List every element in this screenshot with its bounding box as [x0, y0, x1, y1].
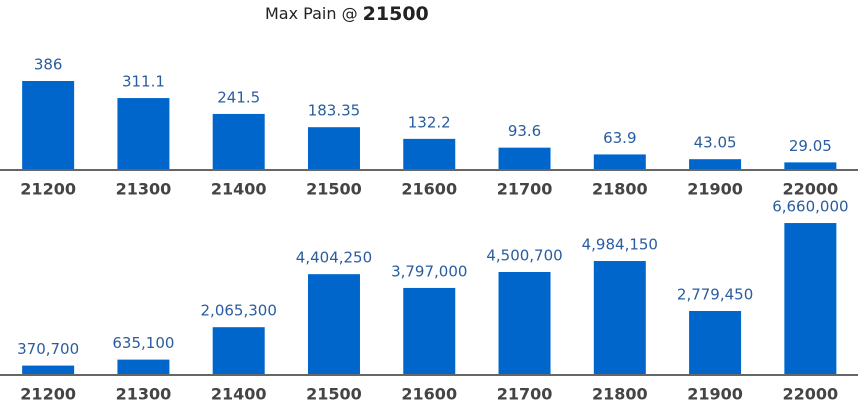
- x-tick-label: 21400: [211, 180, 267, 199]
- value-label: 6,660,000: [772, 198, 848, 216]
- value-label: 43.05: [694, 134, 737, 152]
- x-tick-label: 21800: [592, 385, 648, 404]
- value-label: 183.35: [308, 102, 361, 120]
- bar: [403, 138, 456, 169]
- x-tick-label: 21700: [497, 385, 553, 404]
- bar: [212, 113, 265, 169]
- value-label: 93.6: [508, 122, 541, 140]
- x-tick-label: 21500: [306, 385, 362, 404]
- bar: [498, 147, 551, 169]
- x-tick-label: 22000: [783, 385, 839, 404]
- bar: [307, 274, 360, 374]
- value-label: 2,779,450: [677, 285, 753, 303]
- bar: [22, 80, 75, 169]
- bar: [784, 162, 837, 169]
- bar: [593, 261, 646, 374]
- x-tick-label: 21600: [401, 385, 457, 404]
- x-tick-label: 21300: [116, 180, 172, 199]
- bar: [403, 287, 456, 374]
- value-label: 2,065,300: [201, 302, 277, 320]
- x-tick-label: 21900: [687, 385, 743, 404]
- value-label: 63.9: [603, 129, 636, 147]
- x-tick-label: 21400: [211, 385, 267, 404]
- value-label: 4,404,250: [296, 249, 372, 267]
- bar: [689, 310, 742, 374]
- value-label: 370,700: [17, 340, 79, 358]
- value-label: 4,984,150: [582, 236, 658, 254]
- bar: [307, 127, 360, 169]
- x-tick-label: 21700: [497, 180, 553, 199]
- x-tick-label: 21200: [20, 180, 76, 199]
- bar: [212, 327, 265, 374]
- x-tick-label: 21600: [401, 180, 457, 199]
- title-label: Max Pain @: [265, 4, 358, 23]
- value-label: 3,797,000: [391, 262, 467, 280]
- bar: [593, 154, 646, 169]
- value-label: 241.5: [217, 88, 260, 106]
- x-tick-label: 21200: [20, 385, 76, 404]
- bar: [117, 359, 170, 374]
- x-tick-label: 22000: [783, 180, 839, 199]
- value-label: 386: [34, 55, 63, 73]
- title-value: 21500: [363, 3, 429, 25]
- x-tick-label: 21500: [306, 180, 362, 199]
- value-label: 4,500,700: [486, 246, 562, 264]
- bar: [117, 98, 170, 169]
- bar: [498, 271, 551, 374]
- bar: [689, 159, 742, 169]
- value-label: 132.2: [408, 113, 451, 131]
- x-tick-label: 21800: [592, 180, 648, 199]
- bar: [784, 223, 837, 374]
- x-tick-label: 21300: [116, 385, 172, 404]
- value-label: 29.05: [789, 137, 832, 155]
- title: Max Pain @ 21500: [265, 3, 429, 25]
- value-label: 635,100: [112, 334, 174, 352]
- x-tick-label: 21900: [687, 180, 743, 199]
- value-label: 311.1: [122, 73, 165, 91]
- bar: [22, 365, 75, 374]
